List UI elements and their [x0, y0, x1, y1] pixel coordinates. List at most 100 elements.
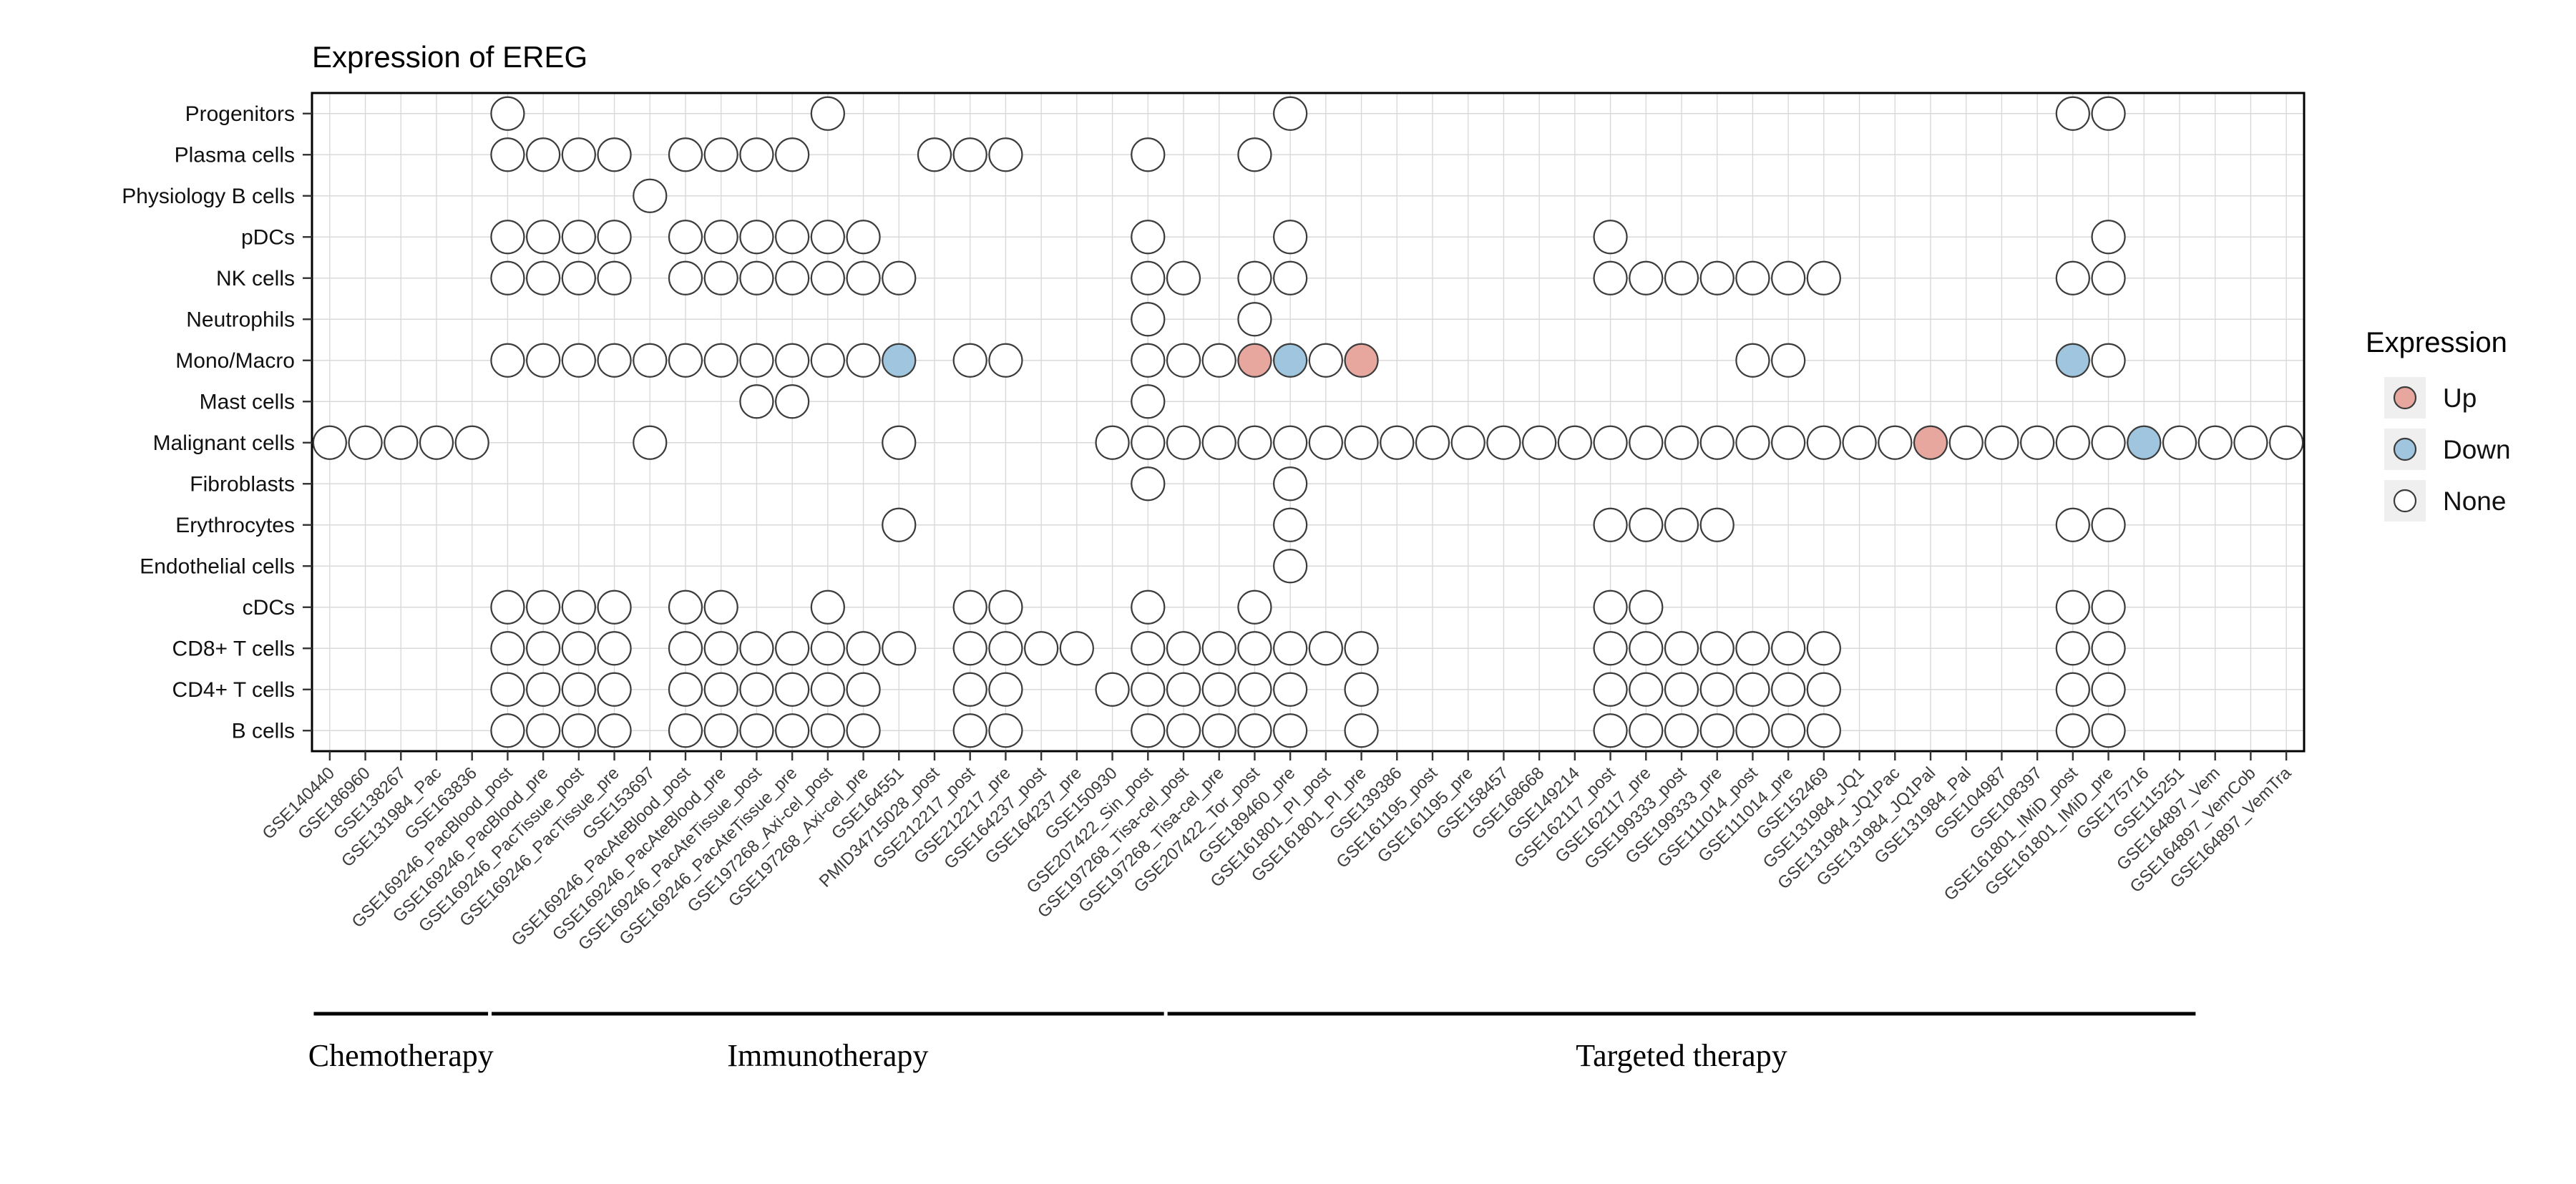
- expression-dot-none: [1664, 425, 1699, 460]
- expression-dot-none: [1024, 631, 1059, 666]
- expression-dot-none: [1131, 713, 1166, 748]
- panel-border: [311, 92, 2306, 753]
- legend-items: Up Down None: [2384, 377, 2511, 522]
- expression-dot-none: [1629, 260, 1664, 295]
- expression-dot-none: [2091, 425, 2126, 460]
- expression-dot-none: [490, 343, 525, 378]
- expression-dot-up: [1913, 425, 1948, 460]
- expression-dot-none: [1237, 713, 1272, 748]
- expression-dot-none: [1201, 631, 1236, 666]
- expression-dot-none: [775, 713, 810, 748]
- expression-dot-none: [1771, 631, 1806, 666]
- expression-dot-down: [2127, 425, 2162, 460]
- expression-dot-none: [703, 631, 738, 666]
- row-label: Fibroblasts: [190, 472, 295, 496]
- expression-dot-none: [668, 631, 703, 666]
- expression-dot-none: [846, 631, 881, 666]
- expression-dot-none: [846, 260, 881, 295]
- expression-dot-none: [1593, 260, 1628, 295]
- expression-dot-none: [810, 260, 845, 295]
- expression-dot-none: [775, 137, 810, 172]
- expression-dot-none: [1699, 672, 1735, 707]
- expression-dot-none: [1131, 302, 1166, 337]
- expression-dot-none: [2055, 672, 2090, 707]
- expression-dot-none: [597, 631, 632, 666]
- expression-dot-none: [952, 713, 987, 748]
- expression-dot-down: [2055, 343, 2090, 378]
- expression-dot-none: [1131, 260, 1166, 295]
- expression-dot-none: [2091, 631, 2126, 666]
- expression-dot-none: [1593, 672, 1628, 707]
- expression-dot-none: [1131, 466, 1166, 502]
- expression-dot-none: [2055, 96, 2090, 131]
- expression-dot-none: [1771, 713, 1806, 748]
- expression-dot-none: [597, 260, 632, 295]
- expression-dot-down: [882, 343, 917, 378]
- expression-dot-none: [1806, 672, 1841, 707]
- expression-dot-none: [952, 631, 987, 666]
- expression-dot-none: [668, 220, 703, 255]
- dots: [312, 96, 2304, 748]
- expression-dot-none: [1735, 672, 1770, 707]
- expression-dot-none: [668, 343, 703, 378]
- expression-dot-none: [1629, 713, 1664, 748]
- treatment-group-label: Immunotherapy: [727, 1038, 928, 1073]
- expression-dot-none: [561, 137, 596, 172]
- row-label: Physiology B cells: [122, 185, 295, 208]
- expression-dot-none: [2055, 425, 2090, 460]
- expression-dot-none: [739, 343, 774, 378]
- expression-dot-none: [810, 589, 845, 625]
- expression-dot-none: [2020, 425, 2055, 460]
- expression-dot-none: [739, 672, 774, 707]
- expression-dot-none: [703, 343, 738, 378]
- legend-item-label: Up: [2443, 383, 2477, 413]
- expression-dot-none: [739, 220, 774, 255]
- expression-dot-none: [597, 220, 632, 255]
- row-label: Erythrocytes: [175, 514, 295, 537]
- expression-dot-none: [526, 220, 561, 255]
- expression-dot-none: [1237, 260, 1272, 295]
- expression-dot-none: [1344, 631, 1379, 666]
- expression-dot-none: [1771, 425, 1806, 460]
- expression-dot-none: [846, 220, 881, 255]
- expression-dot-none: [1699, 425, 1735, 460]
- expression-dot-none: [882, 507, 917, 542]
- expression-dot-none: [2055, 631, 2090, 666]
- expression-dot-none: [1664, 631, 1699, 666]
- expression-dot-none: [668, 589, 703, 625]
- expression-dot-none: [1806, 631, 1841, 666]
- expression-dot-none: [1344, 425, 1379, 460]
- expression-dot-none: [882, 631, 917, 666]
- row-label: Malignant cells: [153, 431, 295, 455]
- expression-dot-none: [1450, 425, 1485, 460]
- expression-dot-none: [739, 631, 774, 666]
- expression-dot-none: [1166, 672, 1201, 707]
- expression-dot-none: [952, 589, 987, 625]
- treatment-group-label: Chemotherapy: [308, 1038, 494, 1073]
- expression-dot-none: [1273, 713, 1308, 748]
- axis-ticks: [303, 112, 2288, 760]
- expression-dot-none: [1344, 672, 1379, 707]
- expression-dot-none: [597, 589, 632, 625]
- expression-dot-none: [1699, 713, 1735, 748]
- expression-dot-none: [1273, 425, 1308, 460]
- expression-dot-none: [1166, 631, 1201, 666]
- expression-dot-none: [2055, 589, 2090, 625]
- expression-dot-none: [2055, 507, 2090, 542]
- expression-dot-none: [526, 137, 561, 172]
- expression-dot-none: [526, 672, 561, 707]
- expression-dot-none: [988, 631, 1023, 666]
- expression-dot-none: [1842, 425, 1877, 460]
- expression-dot-none: [1771, 672, 1806, 707]
- expression-dot-none: [2091, 507, 2126, 542]
- expression-dot-none: [703, 713, 738, 748]
- expression-dot-none: [1273, 549, 1308, 584]
- expression-dot-none: [1273, 631, 1308, 666]
- expression-dot-none: [490, 631, 525, 666]
- expression-dot-none: [917, 137, 952, 172]
- expression-dot-none: [703, 137, 738, 172]
- expression-dot-none: [775, 260, 810, 295]
- expression-dot-none: [988, 343, 1023, 378]
- expression-dot-none: [882, 260, 917, 295]
